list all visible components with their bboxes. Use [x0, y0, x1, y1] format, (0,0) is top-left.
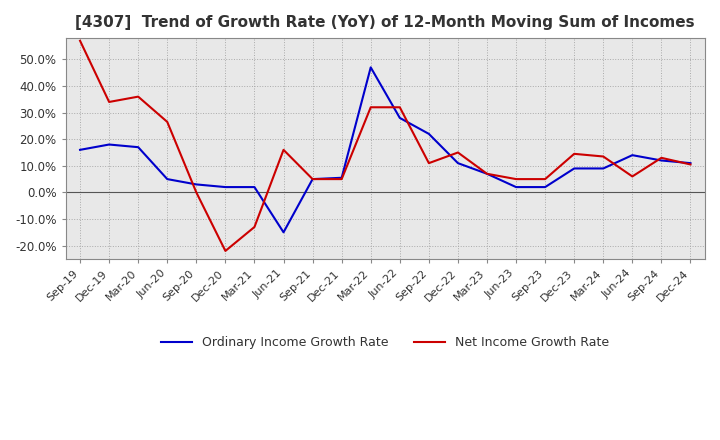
- Net Income Growth Rate: [163, 119, 171, 125]
- Ordinary Income Growth Rate: [192, 182, 201, 187]
- Ordinary Income Growth Rate: [628, 153, 636, 158]
- Ordinary Income Growth Rate: [425, 131, 433, 136]
- Net Income Growth Rate: [599, 154, 608, 159]
- Net Income Growth Rate: [134, 94, 143, 99]
- Ordinary Income Growth Rate: [221, 184, 230, 190]
- Ordinary Income Growth Rate: [366, 65, 375, 70]
- Ordinary Income Growth Rate: [395, 115, 404, 121]
- Net Income Growth Rate: [366, 105, 375, 110]
- Ordinary Income Growth Rate: [76, 147, 84, 153]
- Title: [4307]  Trend of Growth Rate (YoY) of 12-Month Moving Sum of Incomes: [4307] Trend of Growth Rate (YoY) of 12-…: [76, 15, 695, 30]
- Net Income Growth Rate: [570, 151, 578, 157]
- Ordinary Income Growth Rate: [134, 145, 143, 150]
- Net Income Growth Rate: [76, 38, 84, 44]
- Ordinary Income Growth Rate: [570, 166, 578, 171]
- Line: Net Income Growth Rate: Net Income Growth Rate: [80, 41, 690, 251]
- Ordinary Income Growth Rate: [686, 161, 695, 166]
- Ordinary Income Growth Rate: [105, 142, 114, 147]
- Ordinary Income Growth Rate: [338, 175, 346, 180]
- Net Income Growth Rate: [250, 224, 258, 230]
- Legend: Ordinary Income Growth Rate, Net Income Growth Rate: Ordinary Income Growth Rate, Net Income …: [156, 331, 614, 354]
- Net Income Growth Rate: [628, 174, 636, 179]
- Ordinary Income Growth Rate: [599, 166, 608, 171]
- Net Income Growth Rate: [454, 150, 462, 155]
- Net Income Growth Rate: [657, 155, 666, 161]
- Ordinary Income Growth Rate: [308, 176, 317, 182]
- Net Income Growth Rate: [395, 105, 404, 110]
- Ordinary Income Growth Rate: [512, 184, 521, 190]
- Net Income Growth Rate: [192, 190, 201, 195]
- Net Income Growth Rate: [482, 171, 491, 176]
- Ordinary Income Growth Rate: [454, 161, 462, 166]
- Net Income Growth Rate: [279, 147, 288, 153]
- Ordinary Income Growth Rate: [482, 171, 491, 176]
- Ordinary Income Growth Rate: [657, 158, 666, 163]
- Net Income Growth Rate: [686, 162, 695, 167]
- Net Income Growth Rate: [221, 248, 230, 253]
- Ordinary Income Growth Rate: [163, 176, 171, 182]
- Net Income Growth Rate: [541, 176, 549, 182]
- Line: Ordinary Income Growth Rate: Ordinary Income Growth Rate: [80, 67, 690, 232]
- Net Income Growth Rate: [105, 99, 114, 105]
- Net Income Growth Rate: [338, 176, 346, 182]
- Net Income Growth Rate: [425, 161, 433, 166]
- Ordinary Income Growth Rate: [250, 184, 258, 190]
- Ordinary Income Growth Rate: [279, 230, 288, 235]
- Ordinary Income Growth Rate: [541, 184, 549, 190]
- Net Income Growth Rate: [512, 176, 521, 182]
- Net Income Growth Rate: [308, 176, 317, 182]
